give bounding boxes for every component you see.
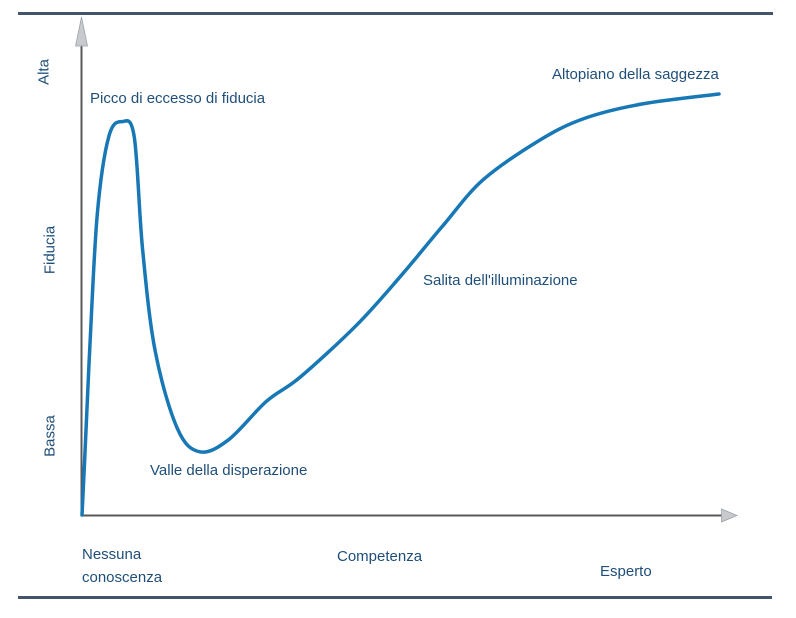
x-tick-label-mid: Competenza bbox=[337, 548, 423, 565]
annotation-valley: Valle della disperazione bbox=[150, 462, 308, 479]
x-axis-arrow-icon bbox=[721, 508, 738, 523]
y-axis-arrow-icon bbox=[75, 16, 88, 47]
annotation-slope: Salita dell'illuminazione bbox=[423, 272, 578, 289]
y-tick-label-bassa: Bassa bbox=[41, 415, 59, 457]
annotation-peak: Picco di eccesso di fiducia bbox=[90, 90, 266, 107]
bottom-divider bbox=[18, 596, 772, 599]
confidence-curve bbox=[80, 92, 721, 517]
top-divider bbox=[18, 12, 773, 15]
y-tick-label-alta: Alta bbox=[35, 59, 53, 85]
annotation-plateau: Altopiano della saggezza bbox=[552, 66, 719, 83]
x-tick-label-end: Esperto bbox=[600, 563, 652, 580]
x-tick-label-start: Nessuna conoscenza bbox=[82, 546, 163, 586]
y-axis-title: Fiducia bbox=[41, 225, 59, 275]
